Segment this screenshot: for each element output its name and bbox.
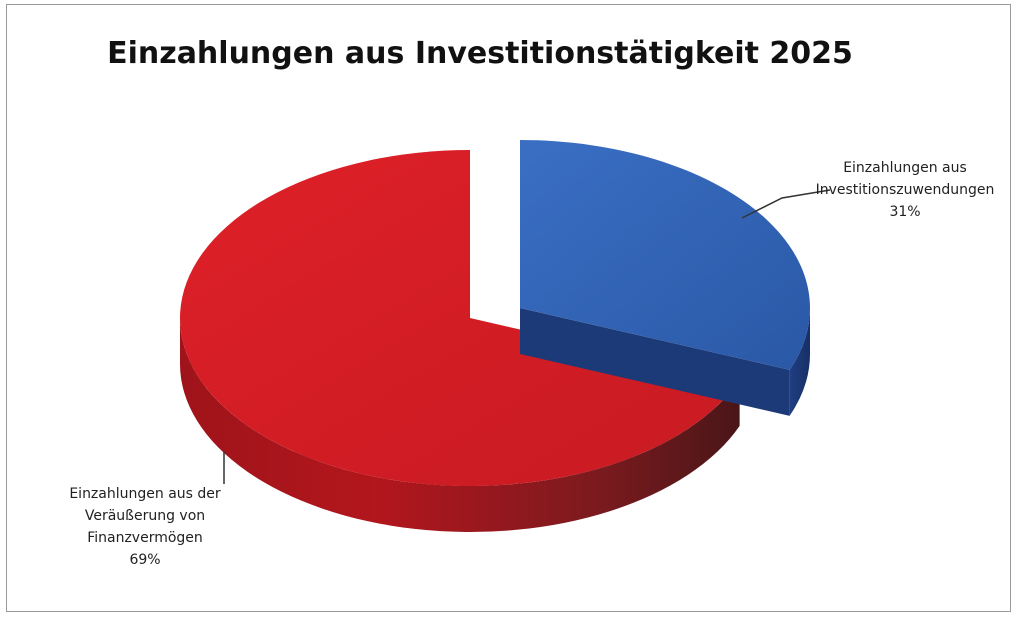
leader-line	[741, 189, 831, 219]
pie-slice-top	[520, 140, 810, 370]
label-line: 69%	[129, 552, 160, 568]
label-line: Investitionszuwendungen	[816, 182, 995, 198]
label-line: 31%	[889, 204, 920, 220]
pie-slice-finanzvermoegen	[180, 150, 740, 532]
label-line: Veräußerung von	[85, 508, 205, 524]
label-finanzvermoegen: Einzahlungen aus der Veräußerung von Finan…	[69, 486, 221, 568]
chart-title: Einzahlungen aus Investitionstätigkeit 2…	[107, 36, 853, 71]
pie-slice-cut-face	[520, 308, 790, 416]
pie-slice-investitionszuwendungen	[520, 140, 810, 416]
pie-slice-side	[180, 318, 740, 532]
label-investitionszuwendungen: Einzahlungen aus Investitionszuwendungen 3…	[816, 160, 995, 220]
label-line: Einzahlungen aus	[843, 160, 967, 176]
label-line: Finanzvermögen	[87, 530, 203, 546]
label-line: Einzahlungen aus der	[69, 486, 221, 502]
pie-slice-top	[180, 150, 740, 486]
pie-slice-side	[789, 308, 810, 416]
